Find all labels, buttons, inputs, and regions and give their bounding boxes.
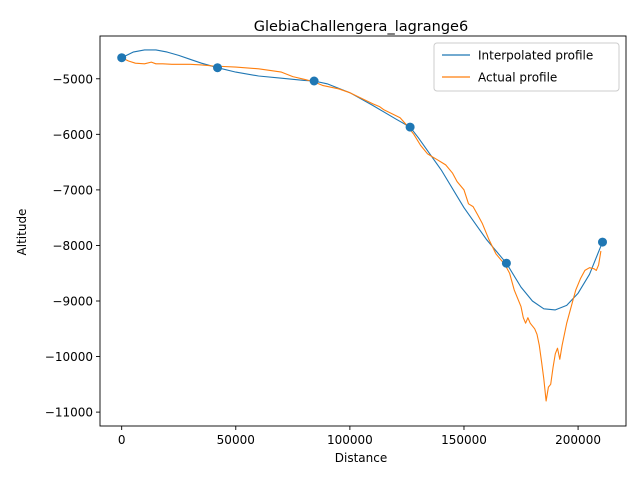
legend-label-actual: Actual profile bbox=[478, 71, 557, 85]
data-point bbox=[309, 76, 319, 86]
y-tick-label: −8000 bbox=[52, 239, 93, 253]
y-axis-label: Altitude bbox=[15, 209, 29, 256]
x-tick-label: 200000 bbox=[555, 433, 601, 447]
x-axis-label: Distance bbox=[335, 451, 387, 465]
y-tick-label: −6000 bbox=[52, 128, 93, 142]
x-axis-ticks: 0 50000 100000 150000 200000 bbox=[118, 426, 601, 447]
data-point bbox=[117, 53, 127, 63]
x-tick-label: 50000 bbox=[217, 433, 255, 447]
data-point bbox=[213, 63, 222, 73]
data-point bbox=[501, 258, 511, 268]
y-tick-label: −10000 bbox=[45, 350, 93, 364]
x-tick-label: 100000 bbox=[327, 433, 373, 447]
chart-title: GlebiaChallengera_lagrange6 bbox=[254, 19, 468, 35]
legend-frame bbox=[433, 42, 620, 92]
legend-label-interpolated: Interpolated profile bbox=[478, 49, 593, 63]
y-tick-label: −9000 bbox=[52, 295, 93, 309]
series-line-interpolated bbox=[121, 49, 604, 311]
data-point bbox=[405, 122, 415, 132]
y-axis-ticks: −11000 −10000 −9000 −8000 −7000 −6000 −5000 bbox=[45, 72, 100, 420]
legend: Interpolated profile Actual profile bbox=[433, 42, 620, 92]
y-tick-label: −5000 bbox=[52, 72, 93, 86]
plot-area bbox=[99, 35, 627, 427]
axes-frame bbox=[99, 35, 627, 427]
data-point bbox=[598, 237, 607, 247]
x-tick-label: 0 bbox=[118, 433, 126, 447]
series-line-actual bbox=[121, 57, 602, 402]
y-tick-label: −11000 bbox=[45, 406, 93, 420]
y-tick-label: −7000 bbox=[52, 183, 93, 197]
x-tick-label: 150000 bbox=[441, 433, 487, 447]
